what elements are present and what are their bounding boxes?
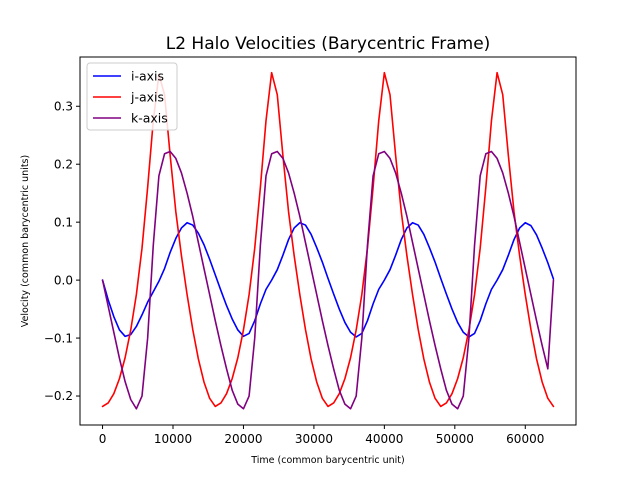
axes-frame (79, 56, 577, 426)
x-tick-label: 0 (99, 432, 107, 446)
y-tick-label: 0.1 (54, 215, 73, 229)
legend-box (86, 62, 178, 131)
x-tick-label: 50000 (436, 432, 474, 446)
series-line-j-axis (101, 71, 555, 408)
chart-title: L2 Halo Velocities (Barycentric Frame) (166, 34, 491, 54)
y-tick-label: −0.1 (44, 331, 73, 345)
x-tick-label: 30000 (295, 432, 333, 446)
legend-label-j-axis: j-axis (130, 90, 164, 105)
x-tick-label: 40000 (365, 432, 403, 446)
series-line-i-axis (101, 221, 555, 338)
x-axis-label: Time (common barycentric unit) (250, 455, 404, 466)
legend: i-axis j-axis k-axis (86, 62, 178, 131)
x-tick-label: 10000 (154, 432, 192, 446)
series-line-k-axis (101, 150, 555, 410)
x-axis: 0 10000 20000 30000 40000 50000 60000 (99, 425, 544, 446)
legend-label-i-axis: i-axis (131, 69, 164, 84)
y-tick-label: 0.2 (54, 157, 73, 171)
legend-label-k-axis: k-axis (131, 111, 168, 126)
y-axis: −0.2 −0.1 0.0 0.1 0.2 0.3 (44, 99, 80, 403)
series-layer (101, 71, 555, 410)
x-tick-label: 60000 (506, 432, 544, 446)
y-tick-label: 0.0 (54, 273, 73, 287)
plot-area (79, 56, 577, 426)
x-tick-label: 20000 (224, 432, 262, 446)
y-tick-label: −0.2 (44, 389, 73, 403)
y-tick-label: 0.3 (54, 99, 73, 113)
y-axis-label: Velocity (common barycentric units) (20, 155, 31, 327)
